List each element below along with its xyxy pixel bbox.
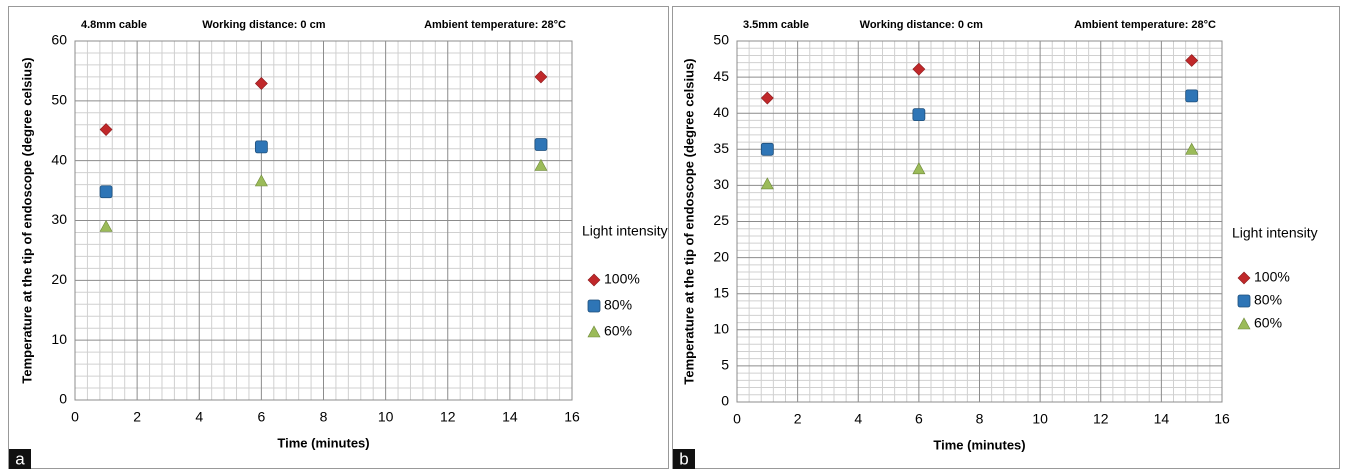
- y-tick-label: 40: [713, 104, 729, 120]
- marker-square: [99, 185, 113, 199]
- legend-label: 80%: [604, 297, 632, 313]
- x-tick-label: 6: [915, 411, 923, 427]
- marker-triangle: [912, 162, 926, 175]
- y-tick-label: 50: [713, 32, 729, 48]
- x-tick-label: 4: [195, 409, 203, 425]
- y-tick-label: 0: [59, 391, 67, 407]
- x-tick-label: 2: [794, 411, 802, 427]
- x-axis-label: Time (minutes): [277, 435, 369, 450]
- x-tick-label: 8: [976, 411, 984, 427]
- legend-label: 100%: [1254, 269, 1290, 285]
- annotation: Ambient temperature: 28°C: [1074, 19, 1216, 31]
- panel-label: a: [15, 449, 25, 468]
- annotation: Working distance: 0 cm: [860, 19, 983, 31]
- marker-diamond: [760, 91, 774, 105]
- y-tick-label: 30: [713, 176, 729, 192]
- y-tick-label: 15: [713, 284, 729, 300]
- marker-square: [1237, 294, 1251, 308]
- y-tick-label: 40: [51, 151, 67, 167]
- legend-label: 60%: [604, 323, 632, 339]
- x-tick-label: 16: [564, 409, 580, 425]
- y-tick-label: 10: [51, 331, 67, 347]
- marker-square: [254, 140, 268, 154]
- y-tick-label: 10: [713, 321, 729, 337]
- y-tick-label: 60: [51, 32, 67, 48]
- x-tick-label: 10: [1032, 411, 1048, 427]
- marker-square: [760, 142, 774, 156]
- marker-triangle: [760, 177, 774, 190]
- legend-label: 80%: [1254, 292, 1282, 308]
- marker-square: [912, 108, 926, 122]
- annotation: 3.5mm cable: [743, 19, 809, 31]
- x-tick-label: 2: [133, 409, 141, 425]
- x-tick-label: 8: [320, 409, 328, 425]
- y-tick-label: 0: [721, 393, 729, 409]
- marker-diamond: [254, 77, 268, 90]
- x-tick-label: 10: [378, 409, 394, 425]
- marker-diamond: [99, 123, 113, 136]
- marker-diamond: [1185, 54, 1199, 67]
- x-tick-label: 16: [1214, 411, 1230, 427]
- marker-square: [587, 299, 601, 313]
- annotation: Ambient temperature: 28°C: [424, 19, 566, 31]
- marker-diamond: [587, 273, 601, 287]
- panel-label-box: [9, 449, 31, 469]
- x-tick-label: 6: [257, 409, 265, 425]
- marker-square: [534, 138, 548, 151]
- y-tick-label: 5: [721, 357, 729, 373]
- annotation: 4.8mm cable: [81, 19, 147, 31]
- x-tick-label: 14: [502, 409, 518, 425]
- x-tick-label: 12: [1093, 411, 1109, 427]
- y-tick-label: 20: [51, 271, 67, 287]
- annotation: Working distance: 0 cm: [202, 19, 325, 31]
- x-tick-label: 0: [733, 411, 741, 427]
- marker-triangle: [1237, 317, 1251, 330]
- legend-label: 100%: [604, 271, 640, 287]
- panel-label: b: [679, 449, 688, 468]
- legend-title: Light intensity: [1232, 225, 1318, 241]
- legend-title: Light intensity: [582, 223, 668, 239]
- marker-triangle: [534, 158, 548, 171]
- panel-label-box: [673, 449, 695, 469]
- y-axis-label: Temperature at the tip of endoscope (deg…: [681, 58, 696, 384]
- marker-diamond: [1237, 271, 1251, 285]
- x-tick-label: 12: [440, 409, 456, 425]
- y-axis-label: Temperature at the tip of endoscope (deg…: [19, 57, 34, 383]
- y-tick-label: 25: [713, 212, 729, 228]
- x-tick-label: 0: [71, 409, 79, 425]
- marker-diamond: [534, 70, 548, 84]
- x-axis-label: Time (minutes): [933, 437, 1025, 452]
- legend-label: 60%: [1254, 315, 1282, 331]
- panel-frame: [8, 6, 669, 469]
- marker-triangle: [254, 174, 268, 187]
- marker-diamond: [912, 62, 926, 76]
- y-tick-label: 20: [713, 248, 729, 264]
- marker-triangle: [587, 325, 601, 338]
- marker-triangle: [99, 219, 113, 232]
- x-tick-label: 4: [854, 411, 862, 427]
- y-tick-label: 45: [713, 68, 729, 84]
- y-tick-label: 30: [51, 211, 67, 227]
- marker-square: [1185, 89, 1199, 103]
- y-tick-label: 50: [51, 92, 67, 108]
- marker-triangle: [1185, 142, 1199, 155]
- y-tick-label: 35: [713, 140, 729, 156]
- plot-frame: [736, 40, 1223, 403]
- panel-frame: [672, 6, 1340, 469]
- plot-frame: [74, 40, 573, 401]
- x-tick-label: 14: [1154, 411, 1170, 427]
